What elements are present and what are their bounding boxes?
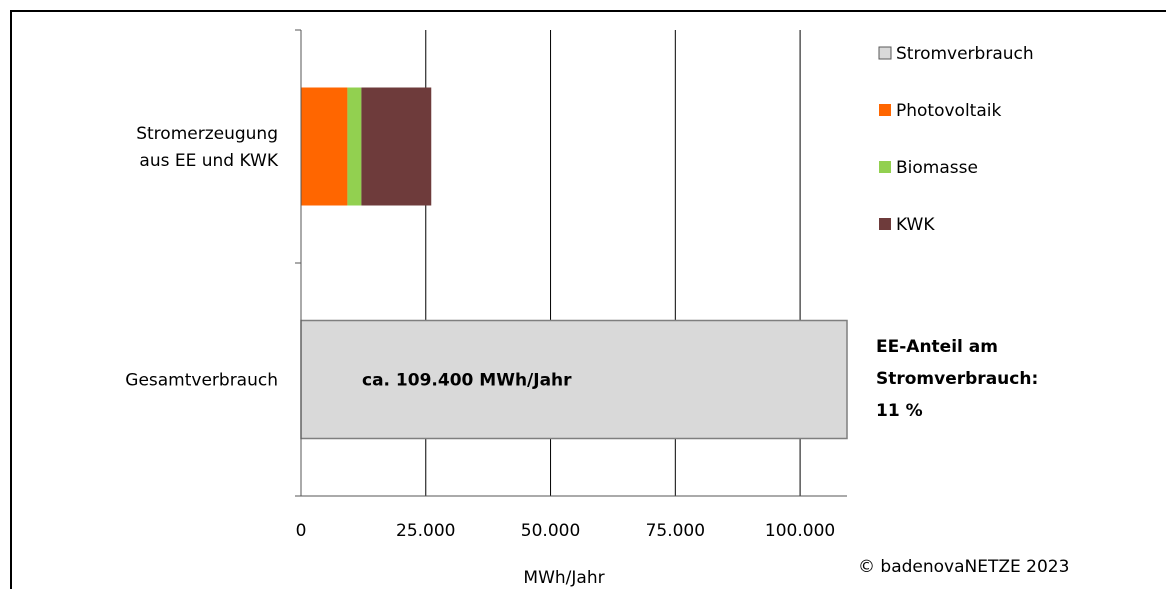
bar-stromverbrauch [300, 319, 848, 440]
labels: 0 25.000 50.000 75.000 100.000 Stromerzeugung… [125, 124, 835, 588]
x-tick-label: 75.000 [646, 521, 705, 541]
bar-photovoltaik [301, 87, 348, 206]
x-tick-label: 25.000 [396, 521, 455, 541]
legend-swatch-photovoltaik [879, 104, 891, 116]
bar-annotation: ca. 109.400 MWh/Jahr [362, 371, 572, 391]
legend-label-stromverbrauch: Stromverbrauch [896, 44, 1034, 64]
legend-label-kwk: KWK [896, 215, 935, 235]
bar-kwk [361, 87, 432, 206]
x-tick-label: 50.000 [521, 521, 580, 541]
category-label: Stromerzeugung [136, 124, 278, 144]
legend-label-biomasse: Biomasse [896, 158, 978, 178]
chart-frame [10, 10, 1166, 589]
ee-share-note: EE-Anteil am [876, 337, 998, 357]
bar-biomasse [347, 87, 362, 206]
legend-swatch-kwk [879, 218, 891, 230]
legend-swatch-biomasse [879, 161, 891, 173]
notes: EE-Anteil am Stromverbrauch: 11 % © badenov… [858, 337, 1069, 577]
x-axis-title: MWh/Jahr [523, 568, 604, 588]
axes [295, 29, 847, 497]
legend: Stromverbrauch Photovoltaik Biomasse KWK [878, 44, 1034, 235]
category-label: aus EE und KWK [139, 151, 278, 171]
legend-label-photovoltaik: Photovoltaik [896, 101, 1001, 121]
ee-share-note: Stromverbrauch: [876, 369, 1038, 389]
bars [300, 87, 848, 440]
copyright-credit: © badenovaNETZE 2023 [858, 557, 1069, 577]
ee-share-note: 11 % [876, 401, 923, 421]
legend-swatch-stromverbrauch [878, 46, 892, 60]
category-label: Gesamtverbrauch [125, 371, 278, 391]
x-tick-label: 100.000 [765, 521, 835, 541]
x-tick-label: 0 [296, 521, 307, 541]
